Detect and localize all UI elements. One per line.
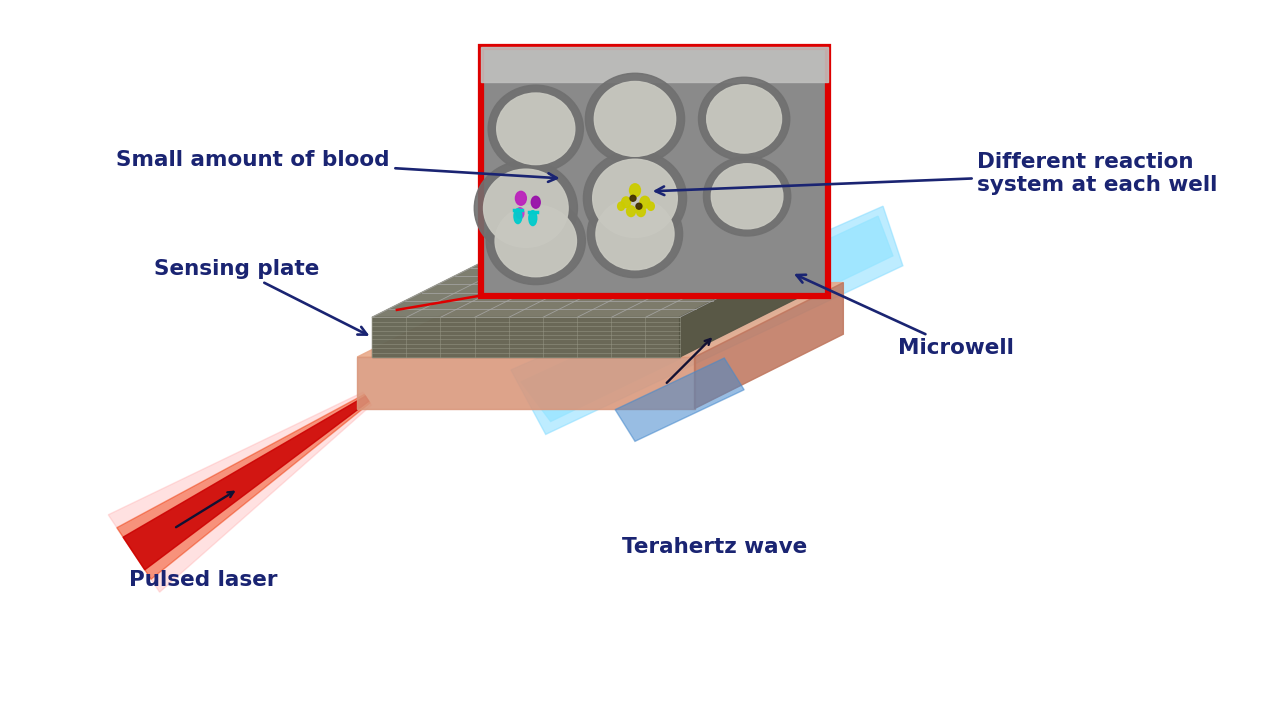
Polygon shape — [616, 358, 744, 441]
Ellipse shape — [516, 207, 524, 219]
Ellipse shape — [585, 73, 685, 165]
Ellipse shape — [630, 184, 640, 197]
Text: Microwell: Microwell — [796, 275, 1014, 358]
Ellipse shape — [584, 150, 686, 246]
Ellipse shape — [648, 202, 654, 210]
Ellipse shape — [593, 159, 677, 238]
Polygon shape — [481, 48, 828, 82]
Ellipse shape — [516, 192, 526, 205]
Ellipse shape — [475, 161, 577, 256]
Ellipse shape — [484, 169, 568, 247]
Text: Terahertz wave: Terahertz wave — [622, 536, 806, 557]
Polygon shape — [116, 395, 370, 580]
Text: Sensing plate: Sensing plate — [154, 258, 367, 335]
Polygon shape — [357, 357, 695, 409]
Ellipse shape — [486, 197, 585, 284]
Polygon shape — [372, 243, 828, 318]
Ellipse shape — [630, 195, 636, 202]
Ellipse shape — [531, 197, 540, 208]
FancyBboxPatch shape — [481, 48, 828, 295]
Polygon shape — [530, 163, 567, 294]
Ellipse shape — [495, 205, 576, 276]
Polygon shape — [372, 318, 680, 357]
Ellipse shape — [618, 202, 625, 210]
Ellipse shape — [636, 206, 645, 217]
Polygon shape — [521, 216, 893, 421]
Ellipse shape — [699, 77, 790, 161]
Ellipse shape — [596, 198, 675, 270]
Polygon shape — [695, 283, 844, 409]
Ellipse shape — [626, 206, 635, 217]
Ellipse shape — [707, 85, 782, 153]
Ellipse shape — [497, 93, 575, 165]
Ellipse shape — [640, 197, 650, 208]
Ellipse shape — [712, 163, 783, 229]
Ellipse shape — [622, 197, 631, 207]
Ellipse shape — [488, 85, 584, 173]
Ellipse shape — [588, 190, 682, 278]
Polygon shape — [357, 283, 844, 357]
Text: Different reaction
system at each well: Different reaction system at each well — [655, 152, 1217, 195]
Polygon shape — [680, 243, 828, 357]
Ellipse shape — [594, 81, 676, 156]
Polygon shape — [123, 396, 369, 570]
Polygon shape — [511, 206, 902, 434]
Ellipse shape — [704, 157, 791, 236]
Polygon shape — [109, 392, 371, 592]
Text: Small amount of blood: Small amount of blood — [116, 150, 557, 182]
Ellipse shape — [636, 203, 643, 210]
Polygon shape — [549, 233, 562, 273]
Ellipse shape — [515, 209, 522, 224]
Ellipse shape — [529, 211, 536, 225]
Text: Pulsed laser: Pulsed laser — [129, 570, 278, 590]
